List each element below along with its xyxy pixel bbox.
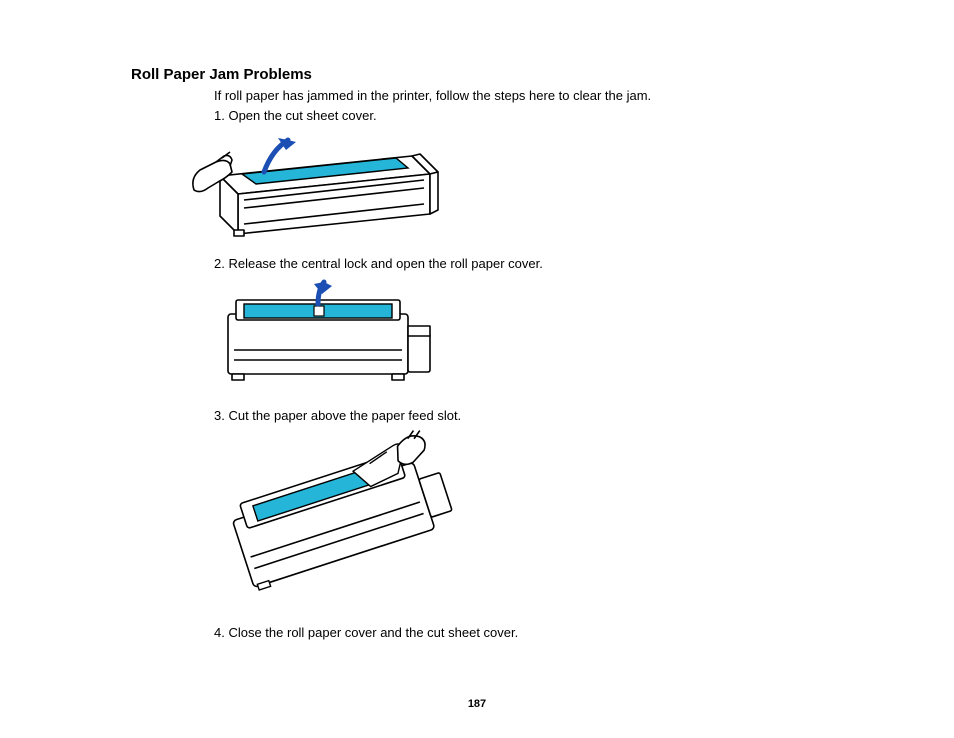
step-4-text: 4. Close the roll paper cover and the cu… xyxy=(214,625,518,640)
section-heading: Roll Paper Jam Problems xyxy=(131,66,312,83)
step-3-text: 3. Cut the paper above the paper feed sl… xyxy=(214,408,461,423)
figure-2 xyxy=(214,276,436,394)
step-2-text: 2. Release the central lock and open the… xyxy=(214,256,543,271)
page-number: 187 xyxy=(0,698,954,710)
step-1-text: 1. Open the cut sheet cover. xyxy=(214,108,377,123)
intro-text: If roll paper has jammed in the printer,… xyxy=(214,88,651,103)
page: Roll Paper Jam Problems If roll paper ha… xyxy=(0,0,954,738)
figure-3 xyxy=(220,428,460,610)
figure-1 xyxy=(186,128,448,240)
